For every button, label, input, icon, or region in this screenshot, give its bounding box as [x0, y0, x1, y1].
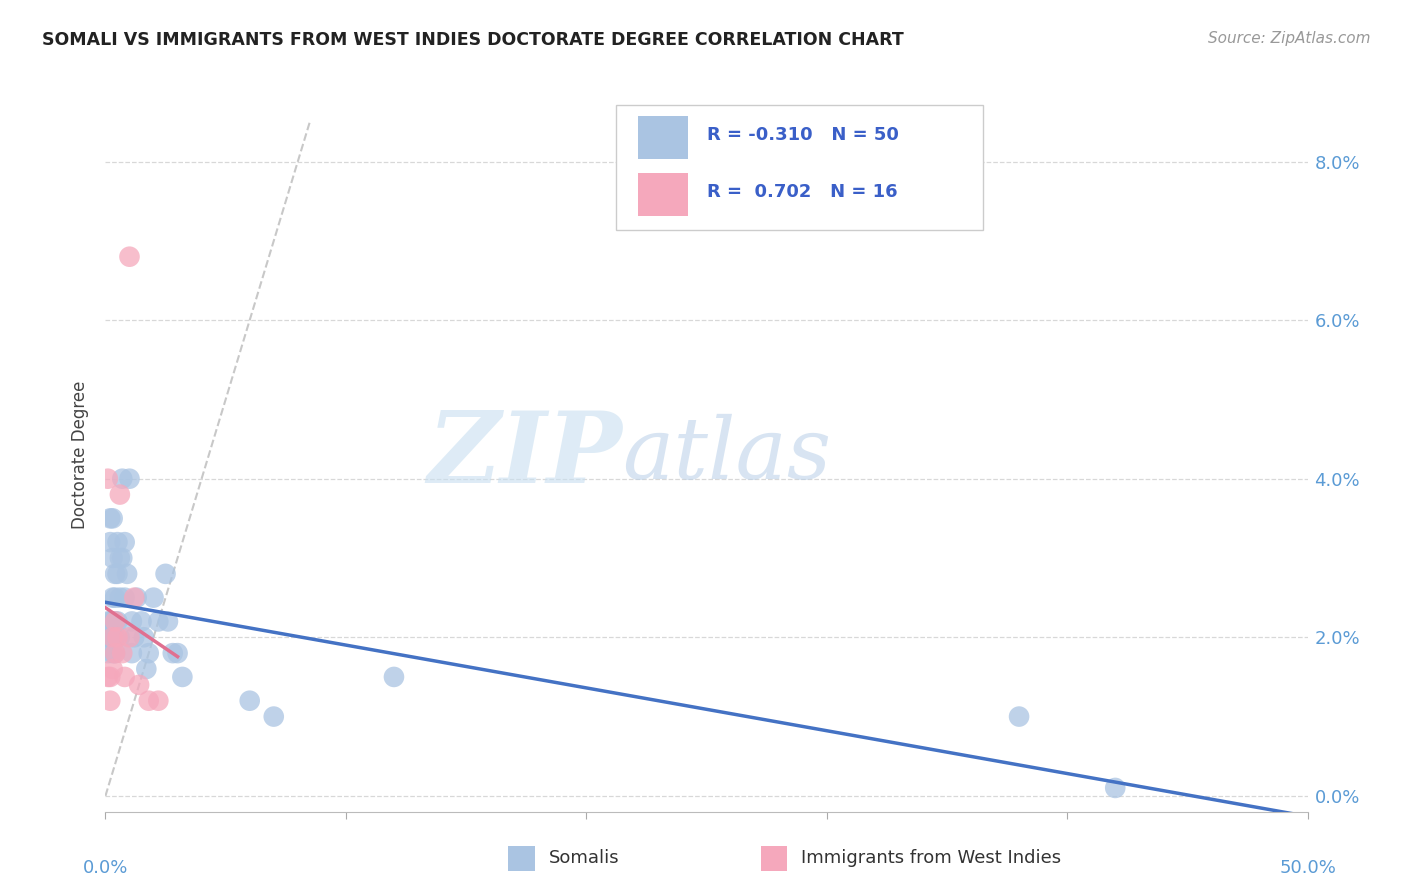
Point	[98, 630, 121, 644]
Point	[124, 591, 146, 605]
FancyBboxPatch shape	[508, 846, 534, 871]
Point	[97, 615, 120, 629]
Point	[138, 694, 160, 708]
Point	[114, 591, 136, 605]
Point	[101, 646, 124, 660]
Point	[118, 630, 141, 644]
Point	[121, 646, 143, 660]
Point	[135, 662, 157, 676]
Point	[104, 615, 127, 629]
Text: SOMALI VS IMMIGRANTS FROM WEST INDIES DOCTORATE DEGREE CORRELATION CHART: SOMALI VS IMMIGRANTS FROM WEST INDIES DO…	[42, 31, 904, 49]
Point	[114, 670, 136, 684]
Point	[166, 646, 188, 660]
Text: Immigrants from West Indies: Immigrants from West Indies	[801, 849, 1062, 867]
Point	[111, 472, 134, 486]
Point	[124, 630, 146, 644]
Point	[98, 694, 121, 708]
Text: 0.0%: 0.0%	[83, 859, 128, 878]
Text: atlas: atlas	[623, 414, 831, 496]
Point	[132, 630, 155, 644]
FancyBboxPatch shape	[616, 105, 983, 230]
Point	[101, 630, 124, 644]
Point	[1104, 780, 1126, 795]
Point	[97, 646, 120, 660]
Point	[148, 615, 170, 629]
Point	[98, 511, 121, 525]
Text: R = -0.310   N = 50: R = -0.310 N = 50	[707, 127, 898, 145]
Point	[118, 250, 141, 264]
Point	[115, 566, 138, 581]
Point	[128, 678, 150, 692]
Point	[148, 694, 170, 708]
Text: ZIP: ZIP	[427, 407, 623, 503]
FancyBboxPatch shape	[761, 846, 787, 871]
Text: Somalis: Somalis	[548, 849, 620, 867]
Point	[121, 615, 143, 629]
Point	[101, 591, 124, 605]
Point	[97, 472, 120, 486]
FancyBboxPatch shape	[638, 173, 689, 216]
Point	[101, 662, 124, 676]
Point	[114, 535, 136, 549]
Point	[107, 535, 129, 549]
Text: 50.0%: 50.0%	[1279, 859, 1336, 878]
Point	[162, 646, 184, 660]
Point	[111, 646, 134, 660]
Text: R =  0.702   N = 16: R = 0.702 N = 16	[707, 184, 897, 202]
Point	[108, 630, 131, 644]
Point	[239, 694, 262, 708]
Point	[155, 566, 177, 581]
Point	[98, 535, 121, 549]
Point	[108, 591, 131, 605]
Point	[172, 670, 194, 684]
Point	[138, 646, 160, 660]
Point	[107, 615, 129, 629]
Point	[1008, 709, 1031, 723]
Point	[104, 646, 127, 660]
Point	[98, 670, 121, 684]
FancyBboxPatch shape	[638, 116, 689, 159]
Point	[111, 551, 134, 566]
Point	[101, 615, 124, 629]
Point	[104, 646, 127, 660]
Point	[263, 709, 285, 723]
Point	[104, 630, 127, 644]
Point	[125, 591, 148, 605]
Point	[118, 472, 141, 486]
Point	[101, 551, 124, 566]
Point	[97, 630, 120, 644]
Point	[104, 615, 127, 629]
Point	[98, 615, 121, 629]
Point	[382, 670, 405, 684]
Y-axis label: Doctorate Degree: Doctorate Degree	[72, 381, 90, 529]
Point	[131, 615, 153, 629]
Point	[107, 630, 129, 644]
Point	[156, 615, 179, 629]
Point	[104, 591, 127, 605]
Text: Source: ZipAtlas.com: Source: ZipAtlas.com	[1208, 31, 1371, 46]
Point	[107, 566, 129, 581]
Point	[108, 551, 131, 566]
Point	[101, 630, 124, 644]
Point	[101, 511, 124, 525]
Point	[142, 591, 165, 605]
Point	[104, 566, 127, 581]
Point	[97, 670, 120, 684]
Point	[108, 487, 131, 501]
